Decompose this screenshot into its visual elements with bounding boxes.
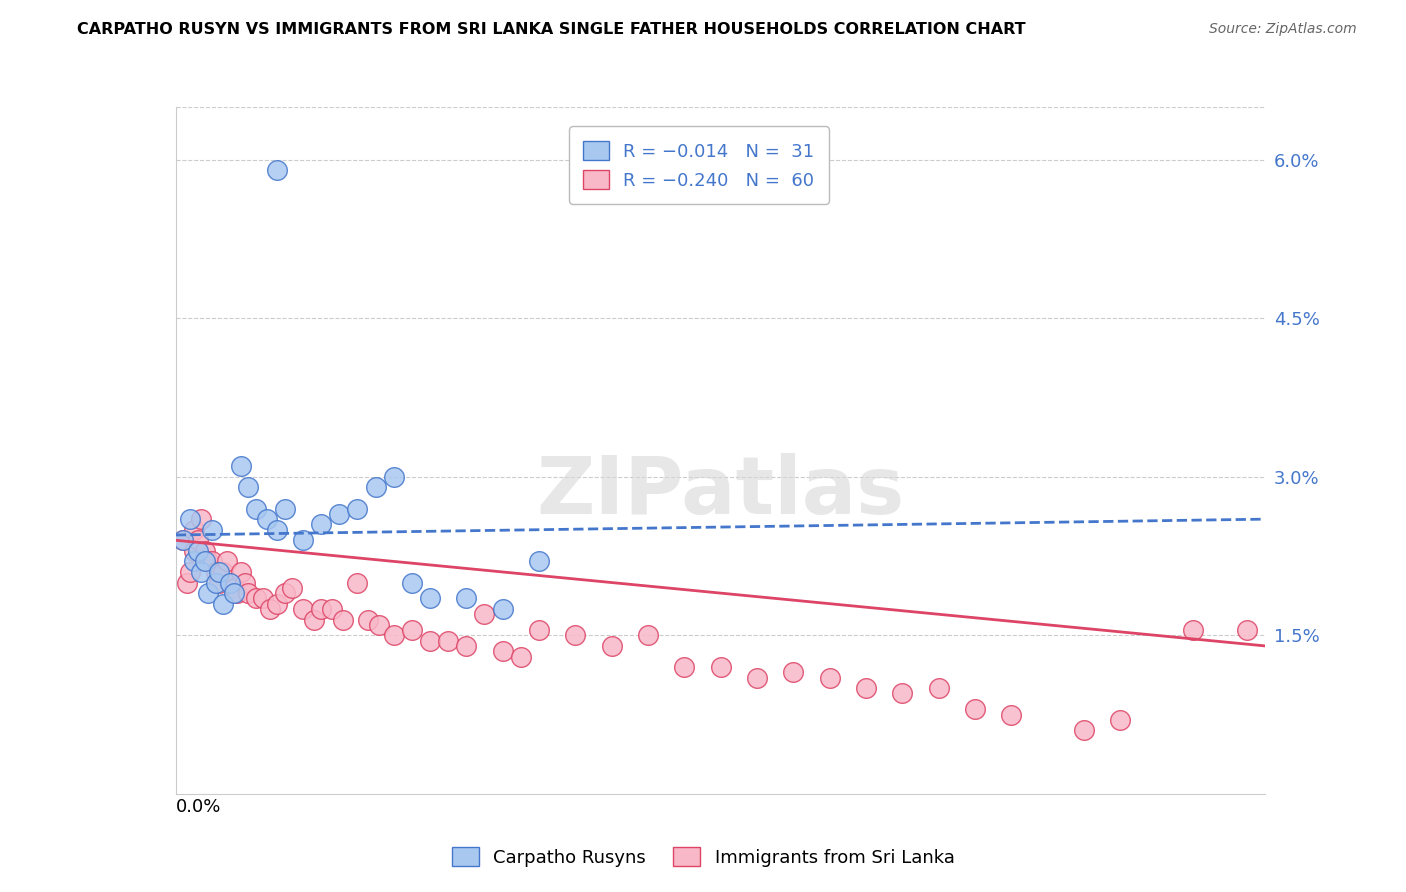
Point: [245, 501, 267, 516]
Point: [183, 523, 205, 537]
Point: [204, 565, 226, 579]
Point: [368, 617, 391, 632]
Point: [527, 554, 550, 568]
Point: [172, 533, 194, 548]
Point: [266, 597, 288, 611]
Point: [1000, 707, 1022, 722]
Point: [419, 633, 441, 648]
Point: [245, 591, 267, 606]
Point: [291, 533, 314, 548]
Text: 0.0%: 0.0%: [176, 798, 221, 816]
Point: [474, 607, 496, 622]
Point: [456, 639, 478, 653]
Point: [509, 649, 531, 664]
Point: [190, 512, 212, 526]
Legend: Carpatho Rusyns, Immigrants from Sri Lanka: Carpatho Rusyns, Immigrants from Sri Lan…: [444, 840, 962, 874]
Point: [291, 602, 314, 616]
Point: [186, 544, 209, 558]
Point: [309, 517, 332, 532]
Point: [208, 575, 231, 590]
Point: [346, 575, 368, 590]
Point: [364, 480, 387, 494]
Point: [401, 623, 423, 637]
Point: [238, 586, 260, 600]
Point: [281, 581, 304, 595]
Point: [259, 602, 281, 616]
Text: CARPATHO RUSYN VS IMMIGRANTS FROM SRI LANKA SINGLE FATHER HOUSEHOLDS CORRELATION: CARPATHO RUSYN VS IMMIGRANTS FROM SRI LA…: [77, 22, 1026, 37]
Point: [208, 565, 231, 579]
Point: [172, 533, 194, 548]
Point: [186, 533, 209, 548]
Point: [204, 575, 226, 590]
Point: [382, 628, 405, 642]
Point: [891, 686, 914, 700]
Point: [673, 660, 696, 674]
Point: [215, 554, 238, 568]
Point: [328, 507, 350, 521]
Point: [855, 681, 877, 696]
Point: [346, 501, 368, 516]
Point: [179, 565, 201, 579]
Point: [492, 602, 515, 616]
Point: [782, 665, 804, 680]
Legend: R = −0.014   N =  31, R = −0.240   N =  60: R = −0.014 N = 31, R = −0.240 N = 60: [569, 127, 828, 204]
Point: [309, 602, 332, 616]
Point: [231, 565, 253, 579]
Point: [745, 671, 768, 685]
Point: [492, 644, 515, 658]
Point: [212, 565, 235, 579]
Point: [527, 623, 550, 637]
Point: [332, 613, 354, 627]
Point: [637, 628, 659, 642]
Point: [219, 575, 242, 590]
Point: [194, 544, 217, 558]
Point: [197, 554, 219, 568]
Point: [238, 480, 260, 494]
Point: [201, 554, 224, 568]
Point: [212, 597, 235, 611]
Point: [382, 470, 405, 484]
Point: [710, 660, 733, 674]
Point: [818, 671, 841, 685]
Point: [183, 554, 205, 568]
Point: [1073, 723, 1095, 738]
Point: [928, 681, 950, 696]
Point: [201, 523, 224, 537]
Text: ZIPatlas: ZIPatlas: [537, 452, 904, 531]
Point: [266, 163, 288, 178]
Point: [222, 581, 245, 595]
Point: [274, 586, 297, 600]
Point: [256, 512, 278, 526]
Point: [252, 591, 274, 606]
Point: [266, 523, 288, 537]
Point: [564, 628, 586, 642]
Point: [231, 459, 253, 474]
Point: [419, 591, 441, 606]
Point: [401, 575, 423, 590]
Point: [357, 613, 380, 627]
Point: [456, 591, 478, 606]
Point: [219, 575, 242, 590]
Point: [963, 702, 986, 716]
Point: [437, 633, 460, 648]
Point: [233, 575, 256, 590]
Point: [600, 639, 623, 653]
Point: [197, 586, 219, 600]
Point: [194, 554, 217, 568]
Point: [274, 501, 297, 516]
Point: [226, 586, 249, 600]
Point: [302, 613, 325, 627]
Point: [1181, 623, 1204, 637]
Text: Source: ZipAtlas.com: Source: ZipAtlas.com: [1209, 22, 1357, 37]
Point: [321, 602, 343, 616]
Point: [176, 575, 198, 590]
Point: [1109, 713, 1132, 727]
Point: [190, 565, 212, 579]
Point: [179, 512, 201, 526]
Point: [222, 586, 245, 600]
Point: [183, 544, 205, 558]
Point: [1236, 623, 1258, 637]
